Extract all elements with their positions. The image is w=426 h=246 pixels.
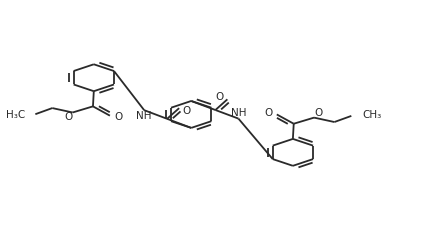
Text: O: O — [215, 92, 223, 102]
Text: O: O — [114, 112, 122, 122]
Text: NH: NH — [136, 110, 152, 121]
Text: O: O — [182, 106, 190, 116]
Text: CH₃: CH₃ — [361, 110, 380, 120]
Text: NH: NH — [230, 108, 245, 118]
Text: O: O — [264, 108, 272, 118]
Text: H₃C: H₃C — [6, 110, 25, 121]
Text: O: O — [314, 108, 322, 118]
Text: O: O — [64, 112, 72, 122]
